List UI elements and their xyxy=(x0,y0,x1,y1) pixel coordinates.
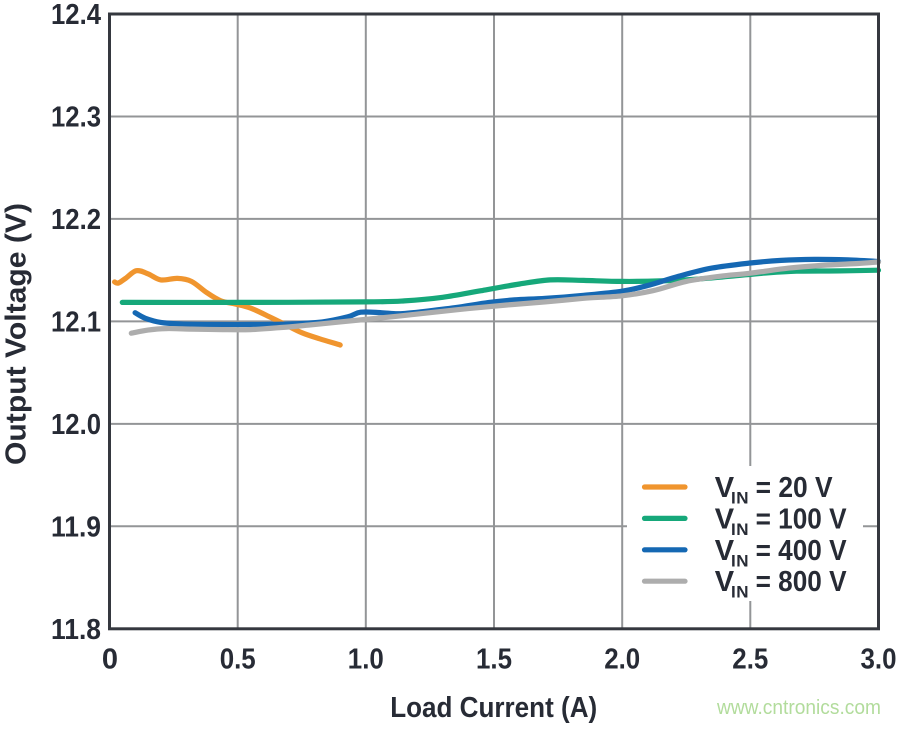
svg-text:www.cntronics.com: www.cntronics.com xyxy=(716,696,881,719)
svg-text:2.0: 2.0 xyxy=(604,644,640,676)
svg-text:V: V xyxy=(715,472,735,504)
svg-text:V: V xyxy=(715,535,735,567)
svg-text:12.0: 12.0 xyxy=(51,409,101,441)
svg-text:Output Voltage (V): Output Voltage (V) xyxy=(1,203,33,465)
svg-text:IN: IN xyxy=(731,551,749,570)
svg-text:V: V xyxy=(715,503,735,535)
svg-text:Load Current (A): Load Current (A) xyxy=(390,692,597,724)
svg-text:3.0: 3.0 xyxy=(861,644,897,676)
svg-text:11.8: 11.8 xyxy=(51,614,101,646)
svg-text:= 20 V: = 20 V xyxy=(756,472,834,504)
svg-text:12.1: 12.1 xyxy=(51,306,101,338)
svg-text:0: 0 xyxy=(102,644,118,676)
svg-text:12.2: 12.2 xyxy=(51,204,101,236)
svg-text:12.3: 12.3 xyxy=(51,102,101,134)
svg-text:1.5: 1.5 xyxy=(476,644,512,676)
svg-text:IN: IN xyxy=(731,489,749,508)
svg-text:= 400 V: = 400 V xyxy=(756,535,848,567)
svg-text:1.0: 1.0 xyxy=(348,644,384,676)
svg-text:= 800 V: = 800 V xyxy=(756,566,848,598)
svg-text:V: V xyxy=(715,566,735,598)
svg-text:12.4: 12.4 xyxy=(51,0,101,31)
svg-text:IN: IN xyxy=(731,520,749,539)
svg-text:IN: IN xyxy=(731,583,749,602)
svg-text:11.9: 11.9 xyxy=(51,511,101,543)
svg-text:0.5: 0.5 xyxy=(220,644,256,676)
svg-text:2.5: 2.5 xyxy=(732,644,768,676)
svg-text:= 100 V: = 100 V xyxy=(756,503,848,535)
